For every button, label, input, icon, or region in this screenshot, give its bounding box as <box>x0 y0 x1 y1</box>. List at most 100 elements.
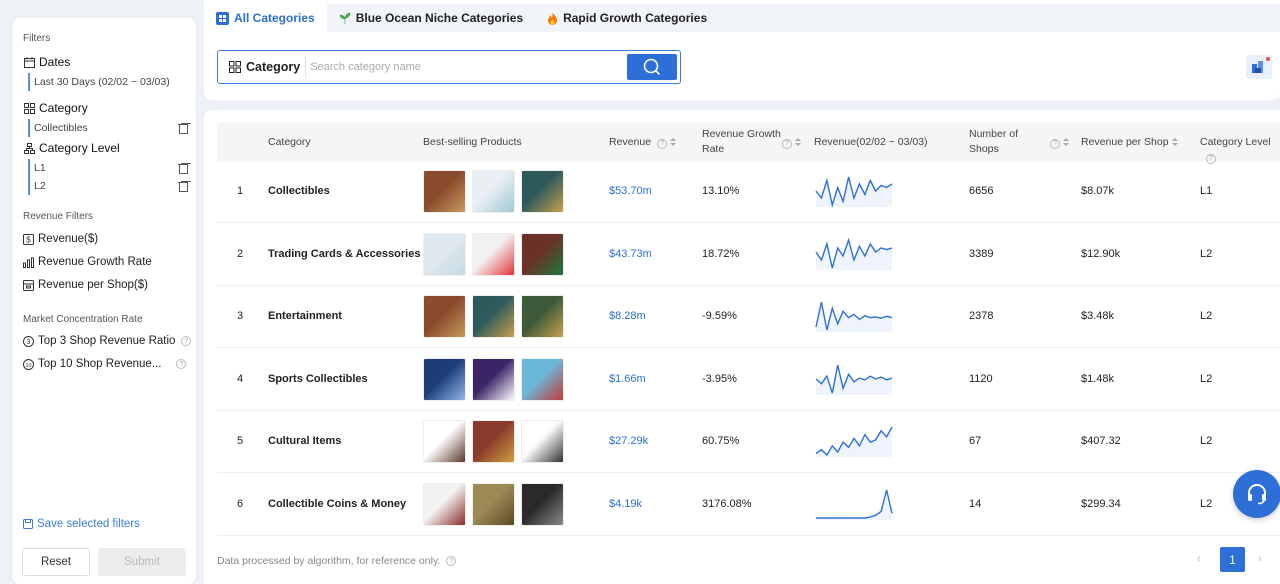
help-icon[interactable]: ? <box>176 359 187 369</box>
header-shops-line2: Shops <box>969 143 999 155</box>
product-thumbnail[interactable] <box>472 295 515 338</box>
shop-icon <box>23 279 34 291</box>
product-thumbnail[interactable] <box>423 482 466 526</box>
header-revenue[interactable]: Revenue? <box>609 135 677 150</box>
product-thumbnail[interactable] <box>423 295 466 338</box>
sort-icon[interactable] <box>1171 137 1178 147</box>
product-thumbnail[interactable] <box>521 482 564 526</box>
trash-icon[interactable] <box>178 163 188 174</box>
best-selling-products <box>423 357 570 401</box>
row-category-name[interactable]: Cultural Items <box>268 435 342 447</box>
filter-revenue[interactable]: $ Revenue($) <box>23 233 98 245</box>
trash-icon[interactable] <box>178 181 188 192</box>
save-filters-label: Save selected filters <box>37 518 140 530</box>
number-10-icon: 10 <box>23 358 34 370</box>
sort-icon[interactable] <box>795 137 801 147</box>
row-category-name[interactable]: Entertainment <box>268 310 342 322</box>
submit-button[interactable]: Submit <box>98 548 186 576</box>
product-thumbnail[interactable] <box>521 420 564 463</box>
hierarchy-icon <box>23 142 35 154</box>
row-revenue[interactable]: $43.73m <box>609 247 652 260</box>
level-l1-text: L1 <box>34 162 46 174</box>
table-row[interactable]: 4 Sports Collectibles $1.66m -3.95% 1120… <box>217 349 1280 411</box>
row-shop-count: 6656 <box>969 185 994 197</box>
row-category-name[interactable]: Collectible Coins & Money <box>268 497 407 510</box>
sort-icon[interactable] <box>670 137 677 147</box>
help-icon[interactable]: ? <box>446 556 457 566</box>
row-revenue[interactable]: $27.29k <box>609 435 649 447</box>
row-revenue[interactable]: $53.70m <box>609 185 652 197</box>
product-thumbnail[interactable] <box>423 232 466 276</box>
help-icon[interactable]: ? <box>1050 138 1060 149</box>
product-thumbnail[interactable] <box>423 357 466 401</box>
filter-top3-label: Top 3 Shop Revenue Ratio <box>38 335 176 347</box>
category-search-box: Category <box>217 50 681 84</box>
app-widget-icon[interactable] <box>1246 55 1272 79</box>
help-icon[interactable]: ? <box>657 138 668 149</box>
reset-button[interactable]: Reset <box>22 548 90 576</box>
header-growth[interactable]: Revenue Growth Rate <box>702 127 781 157</box>
row-category-name[interactable]: Trading Cards & Accessories <box>268 247 421 260</box>
product-thumbnail[interactable] <box>521 357 564 401</box>
filter-top3-ratio[interactable]: 3 Top 3 Shop Revenue Ratio ? <box>23 335 192 347</box>
row-revenue[interactable]: $8.28m <box>609 310 646 322</box>
sparkline-area <box>816 239 892 270</box>
row-shop-count: 3389 <box>969 247 994 260</box>
product-thumbnail[interactable] <box>521 295 564 338</box>
product-thumbnail[interactable] <box>472 170 515 213</box>
save-filters-link[interactable]: Save selected filters <box>23 518 140 530</box>
product-thumbnail[interactable] <box>521 170 564 213</box>
product-thumbnail[interactable] <box>423 420 466 463</box>
product-thumbnail[interactable] <box>521 232 564 276</box>
pager-next-button[interactable]: › <box>1258 553 1262 565</box>
help-icon[interactable]: ? <box>782 138 792 149</box>
pager-page-1[interactable]: 1 <box>1220 547 1245 572</box>
tab-blue-ocean-label: Blue Ocean Niche Categories <box>355 11 524 25</box>
row-revenue[interactable]: $4.19k <box>609 497 643 510</box>
search-button[interactable] <box>627 54 677 80</box>
support-chat-button[interactable] <box>1233 470 1280 518</box>
header-rps[interactable]: Revenue per Shop <box>1081 135 1178 150</box>
header-rps-label: Revenue per Shop <box>1081 136 1169 148</box>
category-tabs: All Categories Blue Ocean Niche Categori… <box>204 4 719 34</box>
row-revenue-per-shop: $407.32 <box>1081 435 1121 447</box>
table-row[interactable]: 1 Collectibles $53.70m 13.10% 6656 $8.07… <box>217 161 1280 223</box>
dates-value-text: Last 30 Days (02/02 ~ 03/03) <box>34 76 170 88</box>
table-row[interactable]: 3 Entertainment $8.28m -9.59% 2378 $3.48… <box>217 286 1280 348</box>
product-thumbnail[interactable] <box>472 232 515 276</box>
table-row[interactable]: 5 Cultural Items $27.29k 60.75% 67 $407.… <box>217 411 1280 473</box>
market-concentration-title: Market Concentration Rate <box>23 314 143 325</box>
category-level-title: Category Level <box>39 141 120 155</box>
tab-blue-ocean[interactable]: Blue Ocean Niche Categories <box>327 4 535 32</box>
sparkline-line <box>815 176 893 208</box>
product-thumbnail[interactable] <box>423 170 466 213</box>
product-thumbnail[interactable] <box>472 482 515 526</box>
row-category-name[interactable]: Sports Collectibles <box>268 372 368 385</box>
table-row[interactable]: 2 Trading Cards & Accessories $43.73m 18… <box>217 224 1280 286</box>
product-thumbnail[interactable] <box>472 420 515 463</box>
help-icon[interactable]: ? <box>181 336 192 346</box>
header-shops[interactable]: Number of Shops <box>969 127 1018 157</box>
sprout-icon <box>339 12 351 24</box>
level-l2-text: L2 <box>34 180 46 192</box>
trash-icon[interactable] <box>178 123 188 134</box>
dates-value[interactable]: Last 30 Days (02/02 ~ 03/03) <box>34 73 188 91</box>
filter-top10-ratio[interactable]: 10 Top 10 Shop Revenue... ? <box>23 358 187 370</box>
sort-icon[interactable] <box>1063 137 1069 147</box>
help-icon[interactable]: ? <box>1206 153 1216 164</box>
row-revenue[interactable]: $1.66m <box>609 372 646 385</box>
header-revenue-label: Revenue <box>609 136 652 148</box>
table-row[interactable]: 6 Collectible Coins & Money $4.19k 3176.… <box>217 474 1280 536</box>
product-thumbnail[interactable] <box>472 357 515 401</box>
tab-rapid-growth[interactable]: Rapid Growth Categories <box>535 4 719 32</box>
filter-revenue-per-shop[interactable]: Revenue per Shop($) <box>23 279 148 291</box>
row-category-name[interactable]: Collectibles <box>268 185 330 197</box>
search-input[interactable] <box>306 54 627 80</box>
row-revenue-per-shop: $8.07k <box>1081 185 1115 197</box>
revenue-sparkline <box>815 364 893 395</box>
filter-revenue-growth[interactable]: Revenue Growth Rate <box>23 256 152 268</box>
pager-prev-button[interactable]: ‹ <box>1197 553 1201 565</box>
revenue-sparkline <box>815 176 893 208</box>
tab-all-categories[interactable]: All Categories <box>204 4 327 32</box>
header-level[interactable]: Category Level? <box>1200 135 1280 165</box>
